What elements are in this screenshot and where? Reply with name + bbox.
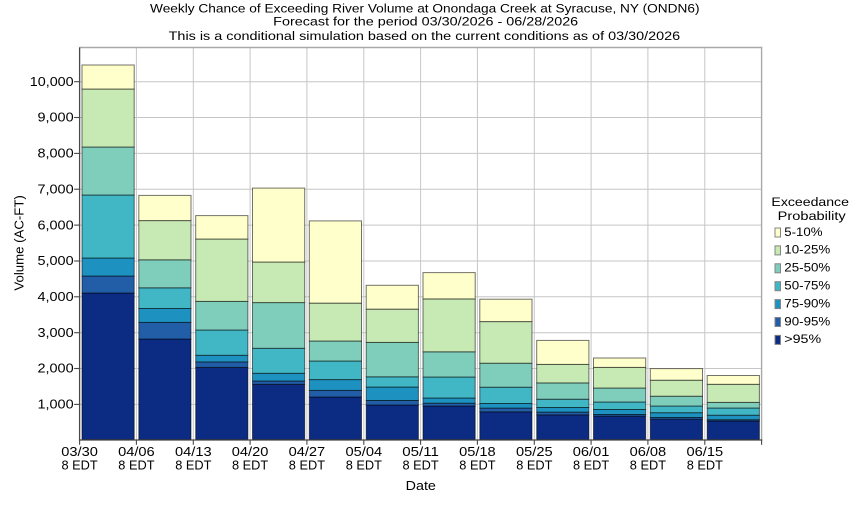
svg-text:04/06: 04/06 <box>118 444 155 459</box>
svg-text:8 EDT: 8 EDT <box>232 458 268 473</box>
svg-text:7,000: 7,000 <box>38 182 74 196</box>
svg-text:Weekly Chance of Exceeding Riv: Weekly Chance of Exceeding River Volume … <box>150 1 700 15</box>
svg-text:8 EDT: 8 EDT <box>459 458 495 473</box>
svg-text:3,000: 3,000 <box>38 326 74 340</box>
svg-text:03/30: 03/30 <box>61 444 98 459</box>
svg-text:04/27: 04/27 <box>289 444 326 459</box>
svg-text:Probability: Probability <box>778 209 847 223</box>
svg-text:1,000: 1,000 <box>38 398 74 412</box>
svg-text:8 EDT: 8 EDT <box>516 458 552 473</box>
svg-text:04/20: 04/20 <box>232 444 269 459</box>
svg-text:05/04: 05/04 <box>346 444 383 459</box>
svg-text:8 EDT: 8 EDT <box>346 458 382 473</box>
svg-text:4,000: 4,000 <box>38 290 74 304</box>
svg-text:5-10%: 5-10% <box>784 227 822 239</box>
svg-text:06/08: 06/08 <box>630 444 667 459</box>
svg-text:25-50%: 25-50% <box>784 263 830 275</box>
svg-text:06/15: 06/15 <box>687 444 724 459</box>
svg-text:8 EDT: 8 EDT <box>403 458 439 473</box>
svg-text:8 EDT: 8 EDT <box>62 458 98 473</box>
svg-text:05/11: 05/11 <box>402 444 439 459</box>
svg-text:8 EDT: 8 EDT <box>630 458 666 473</box>
svg-text:05/18: 05/18 <box>459 444 496 459</box>
svg-text:06/01: 06/01 <box>573 444 610 459</box>
svg-text:8 EDT: 8 EDT <box>118 458 154 473</box>
svg-text:Volume (AC-FT): Volume (AC-FT) <box>12 195 26 290</box>
svg-text:Forecast for the period 03/30/: Forecast for the period 03/30/2026 - 06/… <box>273 15 578 29</box>
svg-text:Date: Date <box>406 479 436 493</box>
svg-text:90-95%: 90-95% <box>784 316 830 328</box>
svg-text:04/13: 04/13 <box>175 444 212 459</box>
svg-text:Exceedance: Exceedance <box>771 195 849 209</box>
svg-text:8 EDT: 8 EDT <box>289 458 325 473</box>
svg-text:10-25%: 10-25% <box>784 245 830 257</box>
svg-text:2,000: 2,000 <box>38 362 74 376</box>
svg-text:>95%: >95% <box>784 334 821 346</box>
svg-text:05/25: 05/25 <box>516 444 553 459</box>
svg-text:This is a conditional simulati: This is a conditional simulation based o… <box>169 29 681 43</box>
svg-text:8 EDT: 8 EDT <box>687 458 723 473</box>
svg-text:75-90%: 75-90% <box>784 298 830 310</box>
svg-text:8 EDT: 8 EDT <box>175 458 211 473</box>
svg-text:10,000: 10,000 <box>30 75 74 89</box>
svg-text:8,000: 8,000 <box>38 147 74 161</box>
svg-text:9,000: 9,000 <box>38 111 74 125</box>
svg-text:50-75%: 50-75% <box>784 281 830 293</box>
svg-text:5,000: 5,000 <box>38 254 74 268</box>
svg-text:6,000: 6,000 <box>38 218 74 232</box>
svg-text:8 EDT: 8 EDT <box>573 458 609 473</box>
